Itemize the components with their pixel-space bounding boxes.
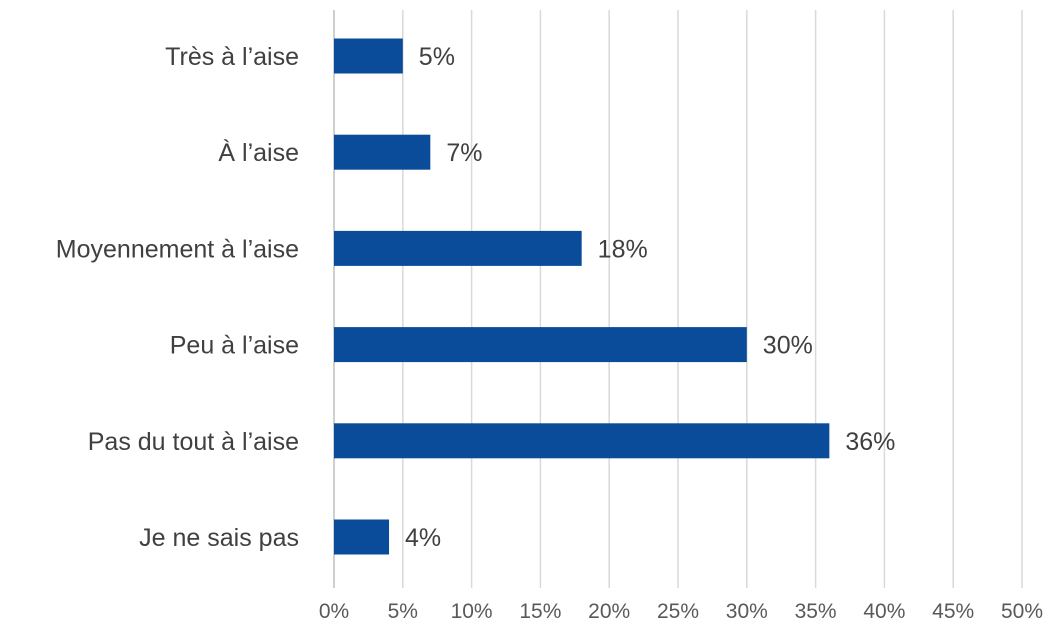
bar (334, 38, 403, 74)
category-label: Très à l’aise (165, 43, 299, 71)
bar (334, 230, 582, 266)
x-tick-label: 40% (863, 600, 905, 623)
category-label: À l’aise (218, 138, 299, 167)
data-label: 30% (763, 332, 813, 360)
x-tick-label: 15% (519, 600, 561, 623)
category-labels: Très à l’aise À l’aise Moyennement à l’ais… (56, 43, 299, 552)
x-axis-tick-labels: 0% 5% 10% 15% 20% 25% 30% 35% 40% 45% 50% (319, 600, 1043, 623)
bar (334, 519, 390, 555)
category-label: Peu à l’aise (170, 332, 299, 360)
data-label: 5% (419, 43, 455, 71)
category-label: Je ne sais pas (139, 524, 299, 552)
x-tick-label: 10% (451, 600, 493, 623)
bars (334, 38, 830, 555)
bar (334, 327, 747, 363)
data-label: 4% (405, 524, 441, 552)
bar (334, 134, 431, 170)
data-label: 36% (845, 428, 895, 456)
x-tick-label: 45% (932, 600, 974, 623)
x-tick-label: 50% (1001, 600, 1043, 623)
x-tick-label: 25% (657, 600, 699, 623)
category-label: Moyennement à l’aise (56, 235, 299, 263)
x-tick-label: 5% (388, 600, 418, 623)
data-label: 18% (598, 235, 648, 263)
x-tick-label: 35% (795, 600, 837, 623)
bar (334, 423, 830, 459)
category-label: Pas du tout à l’aise (88, 428, 299, 456)
x-tick-label: 0% (319, 600, 349, 623)
gridlines (333, 10, 1023, 588)
x-tick-label: 20% (588, 600, 630, 623)
data-labels: 5% 7% 18% 30% 36% 4% (405, 43, 895, 552)
data-label: 7% (446, 139, 482, 167)
x-tick-label: 30% (726, 600, 768, 623)
